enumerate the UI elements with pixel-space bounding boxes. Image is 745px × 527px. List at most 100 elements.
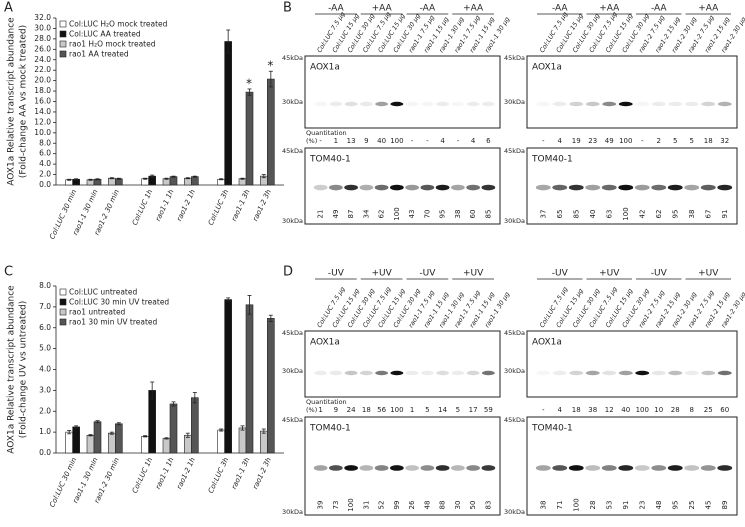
x-tick-label: Col:LUC 3h [207, 188, 231, 226]
blot-label: AOX1a [532, 63, 562, 73]
bar [115, 178, 123, 186]
quantitation-value: 43 [408, 210, 416, 219]
legend-swatch [59, 30, 67, 38]
quantitation-value: 38 [688, 210, 696, 219]
blot-label: TOM40-1 [309, 155, 351, 165]
quantitation-value: 65 [556, 210, 564, 219]
x-tick-label: Col:LUC 1h [131, 456, 155, 494]
condition-header: +AA [372, 4, 393, 14]
kda-marker: 30kDa [282, 98, 303, 106]
quantitation-value: 62 [655, 210, 663, 219]
band [374, 465, 389, 471]
quantitation-label: Quantitation [306, 398, 347, 406]
y-axis-label: AOX1a Relative transcript abundance [7, 285, 17, 454]
band [585, 465, 601, 471]
quantitation-value: 1 [410, 406, 414, 414]
y-tick-label: 14.0 [34, 107, 51, 116]
bar [267, 318, 275, 454]
kda-marker: 30kDa [504, 508, 525, 516]
quantitation-value: 4 [558, 137, 563, 145]
band [435, 465, 450, 471]
legend-label: Col:LUC AA treated [69, 30, 141, 39]
bar [141, 435, 149, 454]
band [684, 465, 700, 471]
quantitation-value: 100 [393, 207, 401, 220]
condition-header: -UV [328, 269, 345, 279]
kda-marker: 30kDa [504, 367, 525, 375]
condition-header: +UV [698, 269, 719, 279]
bar [267, 78, 275, 186]
quantitation-value: 89 [721, 501, 729, 510]
quantitation-value: 60 [469, 210, 477, 219]
bar [162, 178, 171, 186]
band [359, 465, 374, 471]
kda-marker: 45kDa [282, 54, 303, 62]
quantitation-value: 85 [484, 210, 492, 219]
band [451, 370, 465, 376]
kda-marker: 45kDa [282, 329, 303, 337]
quantitation-value: - [426, 137, 429, 145]
quantitation-value: - [542, 137, 545, 145]
quantitation-value: 8 [690, 406, 694, 414]
quantitation-value: 100 [390, 137, 403, 145]
quantitation-value: - [641, 137, 644, 145]
condition-header: -UV [552, 269, 569, 279]
y-axis-label: AOX1a Relative transcript abundance [7, 17, 17, 186]
band [313, 184, 328, 191]
bar [108, 432, 116, 454]
blot-label: AOX1a [532, 338, 562, 348]
bar [217, 429, 225, 454]
band [329, 184, 343, 191]
band [405, 465, 419, 471]
band [635, 370, 650, 376]
bar [245, 304, 254, 454]
band [451, 101, 465, 107]
x-tick-label: rao1-2 1h [175, 188, 197, 222]
legend-swatch [59, 288, 67, 296]
x-tick-label: rao1-2 3h [251, 188, 273, 222]
band [585, 101, 600, 107]
band [552, 370, 567, 376]
band [634, 465, 650, 471]
quantitation-value: 99 [393, 501, 401, 510]
bar [238, 427, 247, 454]
band [420, 101, 434, 107]
band [701, 101, 716, 107]
band [585, 370, 600, 376]
quantitation-value: 95 [439, 210, 447, 219]
quantitation-value: 48 [655, 501, 663, 510]
quantitation-value: 95 [671, 501, 679, 510]
quantitation-value: 28 [589, 501, 597, 510]
band [390, 370, 404, 376]
bar [141, 178, 149, 186]
quantitation-value: 38 [539, 501, 547, 510]
band [405, 370, 419, 376]
quantitation-value: 100 [390, 406, 403, 414]
condition-header: +UV [371, 269, 392, 279]
y-tick-label: 32.0 [34, 13, 51, 22]
bar [65, 431, 73, 454]
quantitation-value: 59 [484, 406, 493, 414]
band [344, 184, 358, 191]
band [329, 101, 343, 107]
band [314, 370, 328, 376]
band [701, 370, 716, 376]
band [668, 370, 683, 376]
band [601, 465, 617, 471]
x-tick-label: rao1-1 3h [230, 188, 252, 222]
band [618, 101, 633, 107]
band [420, 184, 435, 191]
band [618, 370, 633, 376]
band [375, 370, 389, 376]
y-tick-label: 0.0 [39, 180, 51, 189]
quantitation-value: 53 [605, 501, 613, 510]
kda-marker: 45kDa [282, 147, 303, 155]
condition-header: -AA [328, 4, 344, 14]
quantitation-label: (%) [306, 406, 317, 414]
condition-header: -UV [651, 269, 668, 279]
quantitation-value: 23 [588, 137, 597, 145]
band [436, 370, 450, 376]
band [329, 465, 343, 471]
band [552, 101, 567, 107]
band [435, 184, 450, 191]
